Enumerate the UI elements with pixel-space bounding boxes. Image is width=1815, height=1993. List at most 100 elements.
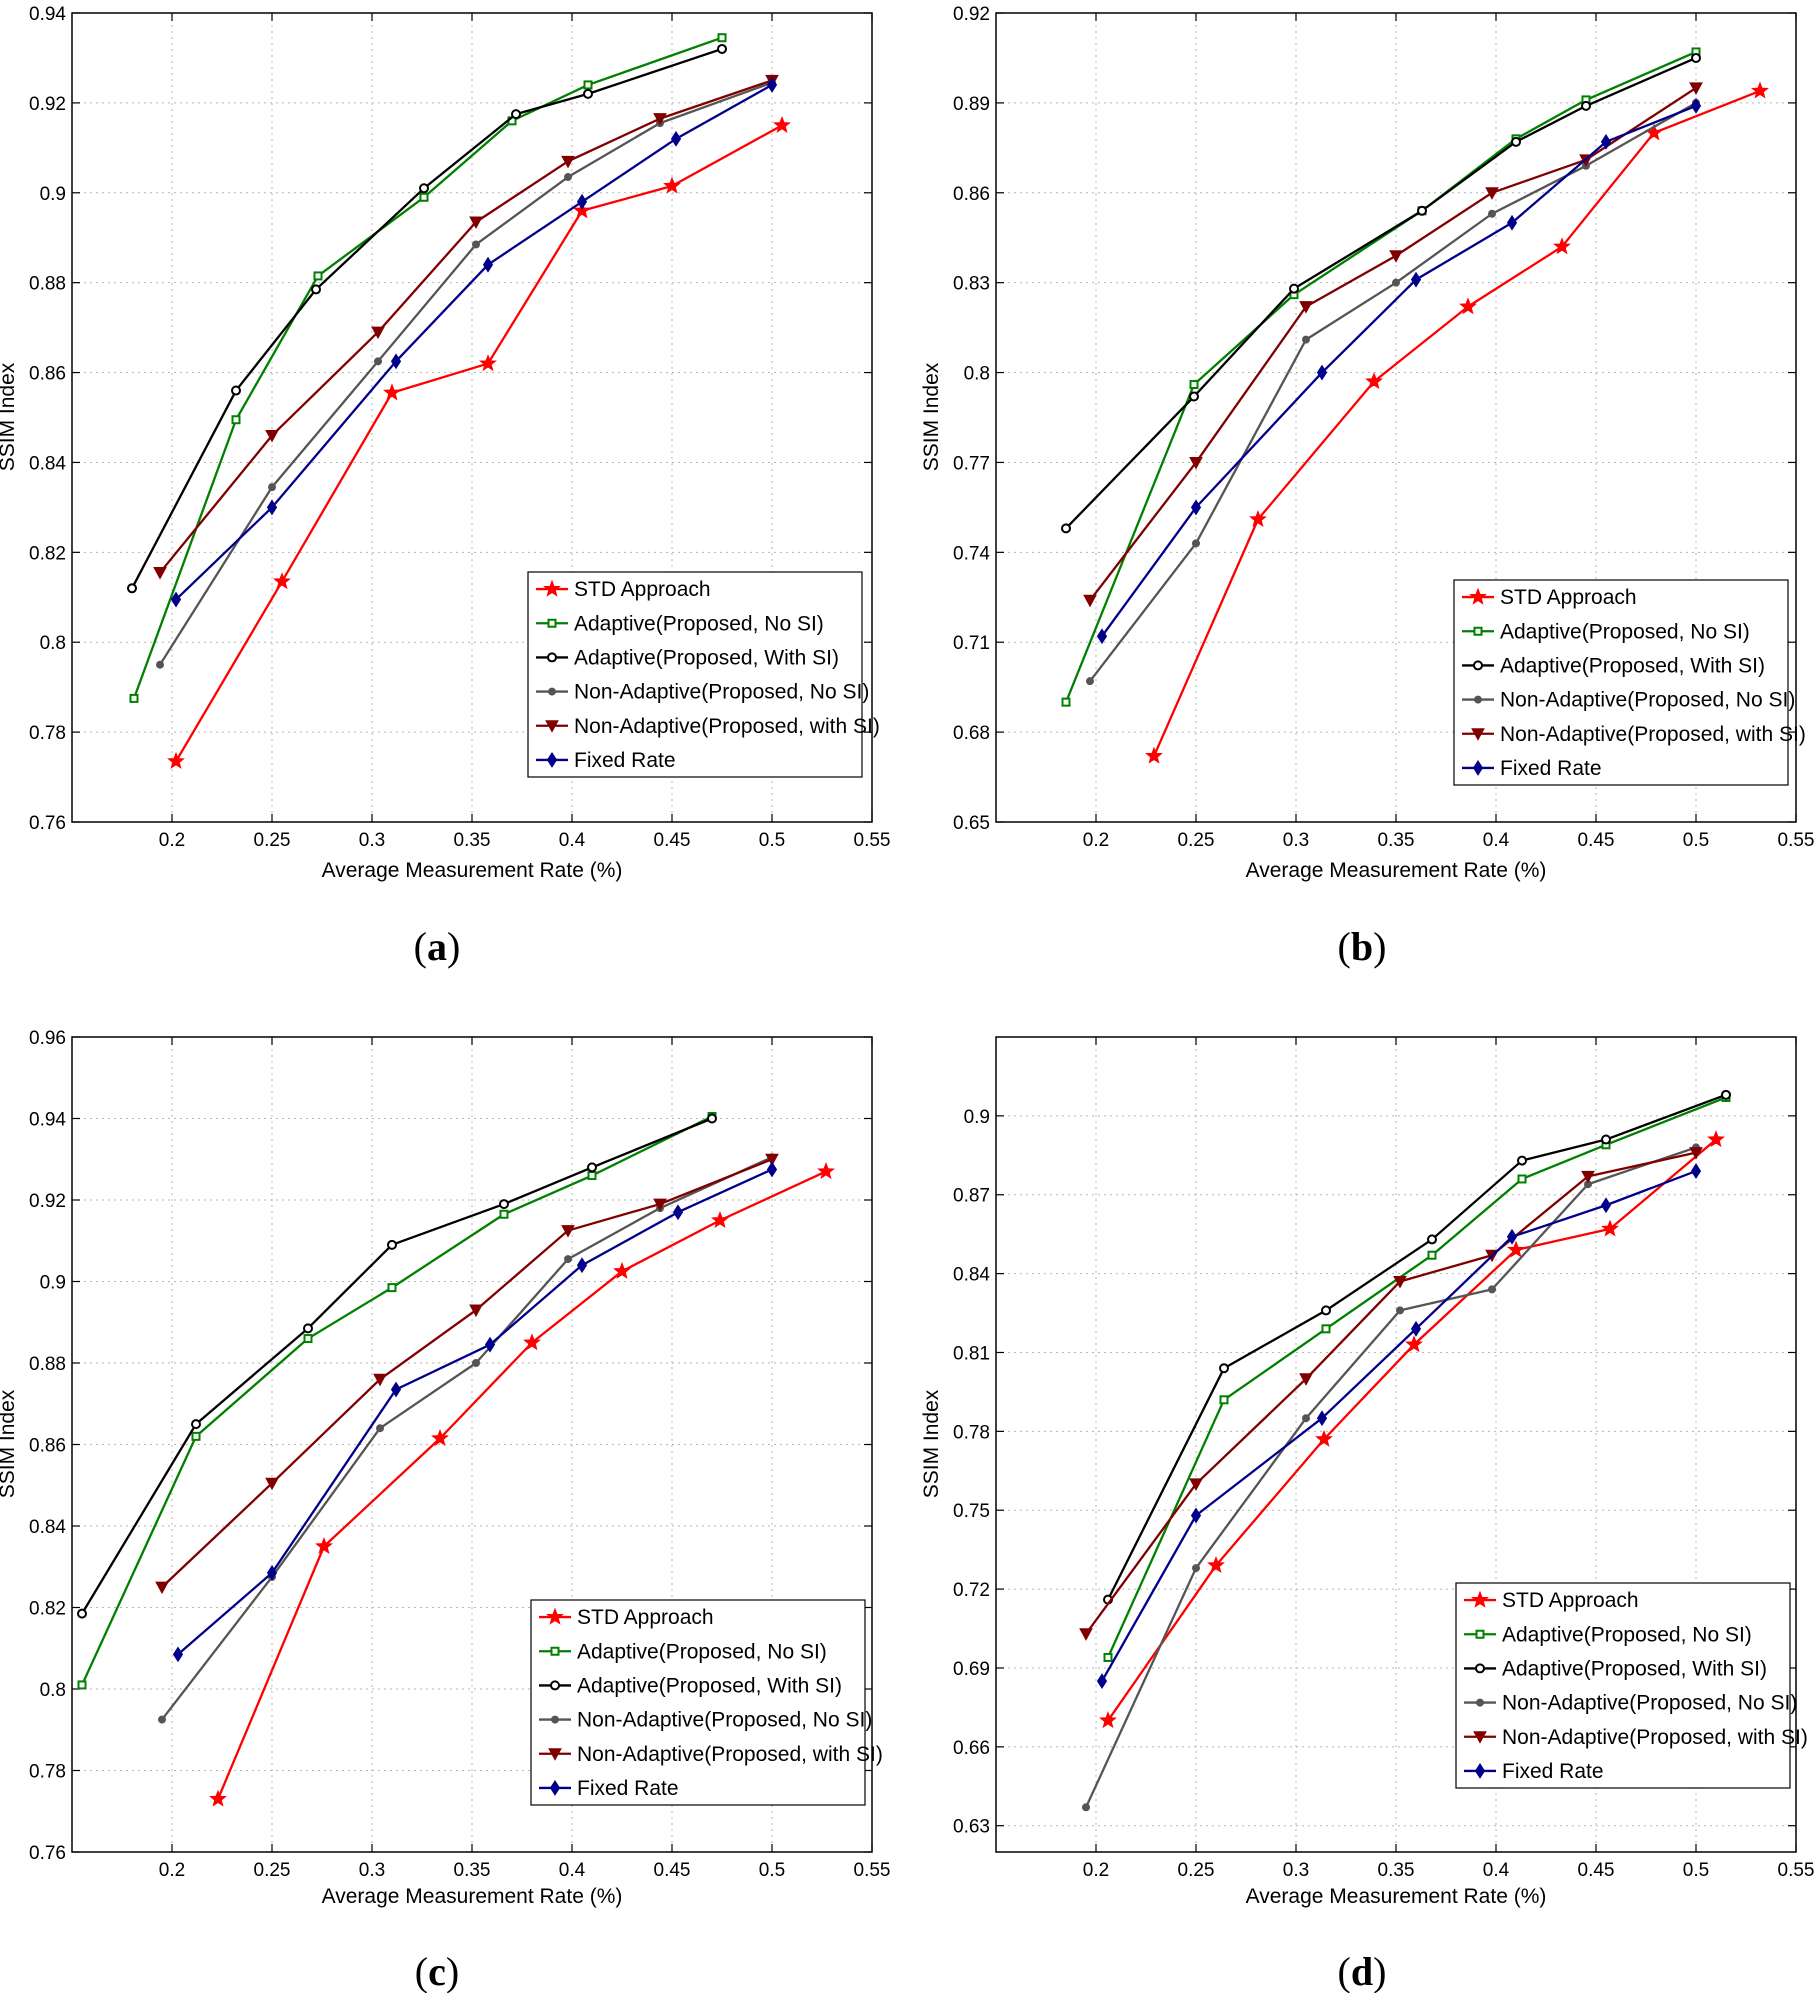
x-tick-label: 0.3 [1283, 830, 1309, 851]
y-tick-label: 0.68 [953, 723, 990, 744]
y-tick-label: 0.92 [29, 94, 66, 115]
y-tick-label: 0.89 [953, 94, 990, 115]
legend-marker [1472, 759, 1484, 776]
legend: STD Approach Adaptive(Proposed, No SI) Ada… [1455, 1582, 1808, 1789]
legend-label: Non-Adaptive(Proposed, with SI) [574, 715, 880, 738]
x-tick-label: 0.55 [854, 1860, 891, 1881]
panel-letter: d [1351, 1949, 1373, 1993]
y-tick-label: 0.78 [29, 723, 66, 744]
data-point [419, 192, 429, 202]
y-tick-label: 0.74 [953, 543, 990, 564]
data-point [1506, 214, 1518, 231]
data-point [231, 385, 241, 396]
y-tick-label: 0.9 [964, 1107, 990, 1128]
data-point [1289, 283, 1299, 294]
legend-label: STD Approach [1502, 1589, 1639, 1612]
axis-ticks: 0.2 0.25 0.3 0.35 0.4 0.45 0.5 0.55 0.76 0.78 0.8 0… [29, 1028, 890, 1881]
y-tick-label: 0.86 [953, 184, 990, 205]
data-point [576, 1257, 588, 1274]
legend-label: Non-Adaptive(Proposed, No SI) [1500, 689, 1795, 712]
data-point [315, 1536, 333, 1554]
legend-marker [548, 1748, 562, 1761]
data-point [1249, 509, 1267, 527]
legend-item: Non-Adaptive(Proposed, No SI) [539, 1709, 872, 1732]
legend-item: Non-Adaptive(Proposed, No SI) [536, 681, 869, 704]
y-tick-label: 0.94 [29, 1110, 66, 1131]
y-axis-title: SSIM Index [0, 362, 19, 471]
data-point [156, 660, 164, 669]
legend-label: STD Approach [574, 578, 711, 601]
y-tick-label: 0.66 [953, 1738, 990, 1759]
legend-label: Non-Adaptive(Proposed, No SI) [1502, 1692, 1797, 1715]
data-point [1507, 1240, 1525, 1258]
data-point [670, 130, 682, 147]
data-point [1553, 237, 1571, 255]
axis-ticks: 0.2 0.25 0.3 0.35 0.4 0.45 0.5 0.55 0.65 0.68 0.71… [953, 4, 1814, 851]
data-point [1365, 372, 1383, 390]
data-point [273, 572, 291, 590]
data-point [472, 1359, 480, 1367]
chart-panel-b: 0.2 0.25 0.3 0.35 0.4 0.45 0.5 0.55 0.65 0.68 0.71… [920, 4, 1814, 969]
data-point [1189, 1478, 1203, 1491]
data-point [765, 1153, 779, 1167]
axis-ticks: 0.2 0.25 0.3 0.35 0.4 0.45 0.5 0.55 0.76 0.78 0.8 0… [29, 4, 890, 851]
data-point [1601, 1219, 1619, 1237]
data-point [707, 1113, 717, 1124]
data-point [1302, 335, 1310, 344]
x-tick-label: 0.5 [1683, 1860, 1709, 1881]
data-point [573, 201, 591, 219]
data-point [499, 1199, 509, 1210]
data-point [390, 1381, 402, 1398]
data-point [1396, 1306, 1404, 1315]
legend-marker [1475, 1663, 1485, 1674]
data-point [167, 751, 185, 769]
x-axis-title: Average Measurement Rate (%) [322, 1885, 623, 1908]
data-point [561, 155, 575, 169]
legend-marker [1476, 1698, 1484, 1707]
x-tick-label: 0.2 [159, 830, 185, 851]
legend-item: Non-Adaptive(Proposed, with SI) [536, 715, 880, 738]
data-point [564, 173, 572, 182]
legend-marker [547, 652, 557, 663]
y-tick-label: 0.92 [953, 4, 990, 25]
data-point [766, 1161, 778, 1178]
y-tick-label: 0.78 [29, 1762, 66, 1783]
data-point [387, 1283, 397, 1293]
legend-item: Adaptive(Proposed, No SI) [1464, 1623, 1752, 1646]
data-point [158, 1715, 166, 1724]
data-point [1192, 1564, 1200, 1573]
panel-label-c: (c) [415, 1949, 459, 1993]
y-tick-label: 0.84 [953, 1265, 990, 1286]
y-tick-label: 0.63 [953, 1817, 990, 1838]
legend-marker [1473, 626, 1483, 636]
y-tick-label: 0.83 [953, 274, 990, 295]
data-point [1581, 100, 1591, 111]
data-point [583, 88, 593, 99]
legend-item: Fixed Rate [1462, 757, 1602, 780]
panel-letter: a [427, 924, 447, 969]
data-point [1459, 297, 1477, 315]
data-point [1299, 1373, 1313, 1386]
data-point [1099, 1711, 1117, 1729]
chart-panel-d: 0.2 0.25 0.3 0.35 0.4 0.45 0.5 0.55 0.63 0.66 0.69… [920, 1036, 1814, 1993]
x-tick-label: 0.35 [1378, 1860, 1415, 1881]
data-point [155, 1581, 169, 1595]
x-tick-label: 0.45 [654, 830, 691, 851]
data-point [1096, 628, 1108, 645]
series-layer [1079, 1089, 1731, 1812]
data-point [303, 1323, 313, 1334]
x-tick-label: 0.55 [1778, 830, 1815, 851]
x-tick-label: 0.45 [654, 1860, 691, 1881]
legend-marker [1473, 1731, 1487, 1744]
data-point [1689, 1147, 1703, 1160]
y-tick-label: 0.88 [29, 274, 66, 295]
data-point [1145, 746, 1163, 764]
data-point [653, 1198, 667, 1212]
data-point [209, 1789, 227, 1807]
legend-marker [546, 751, 558, 768]
data-point [773, 115, 791, 133]
legend-item: STD Approach [1464, 1589, 1639, 1612]
data-point [1061, 523, 1071, 534]
legend-label: Non-Adaptive(Proposed, with SI) [577, 1743, 883, 1766]
data-point [653, 113, 667, 126]
